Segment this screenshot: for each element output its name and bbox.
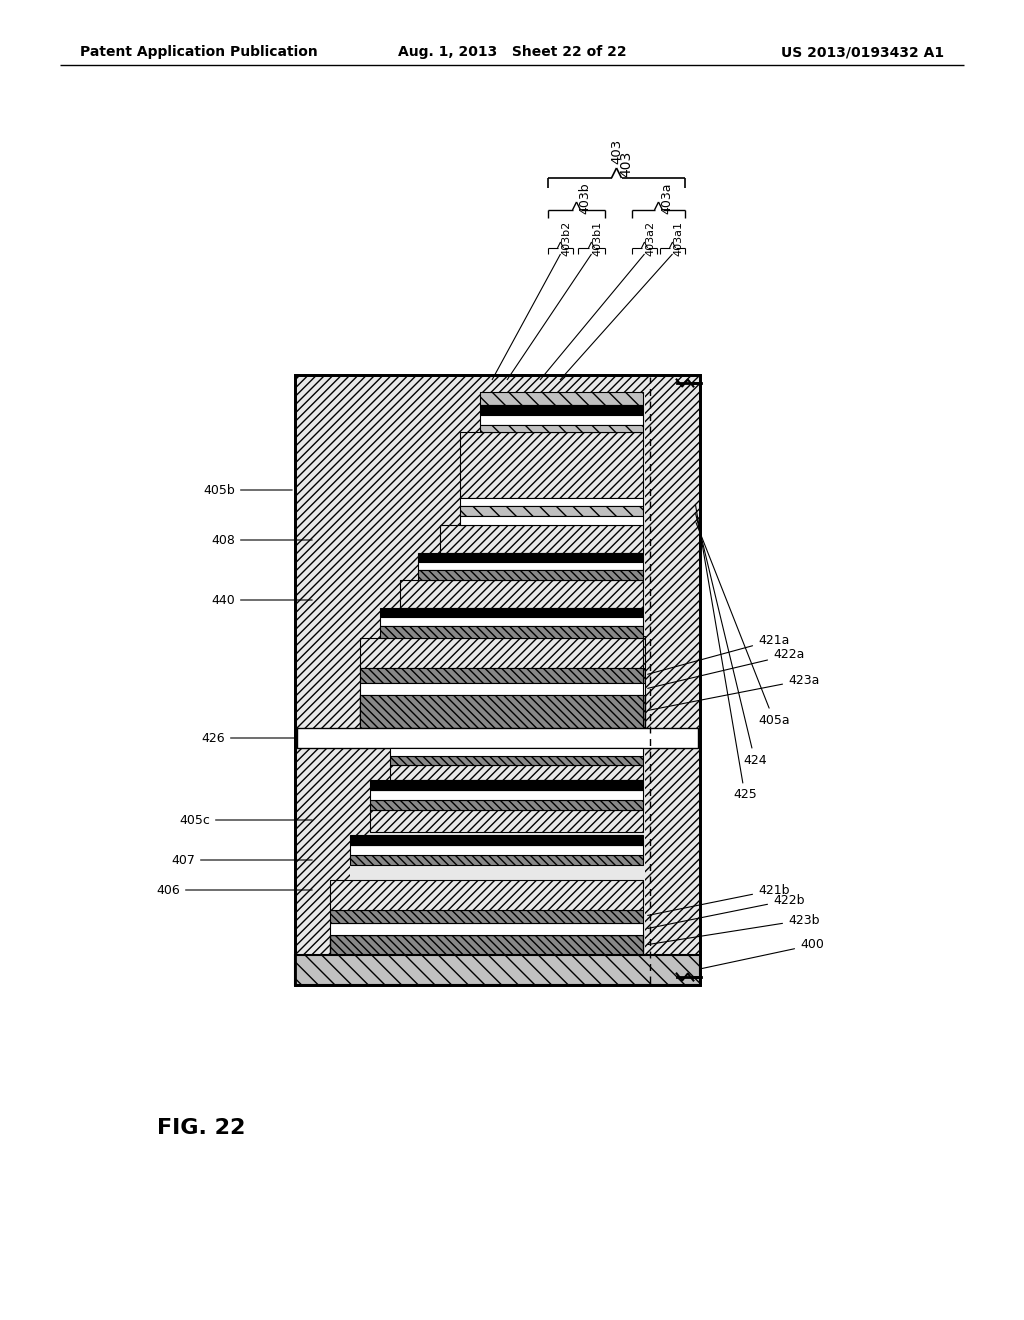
Polygon shape <box>360 668 645 682</box>
Bar <box>360 696 643 729</box>
Bar <box>460 506 643 516</box>
Bar <box>390 748 643 756</box>
Text: 403: 403 <box>610 139 623 164</box>
Text: 422b: 422b <box>648 894 805 928</box>
Text: 423a: 423a <box>648 673 819 710</box>
Bar <box>297 729 698 748</box>
Text: 403b: 403b <box>579 182 592 214</box>
Text: 405c: 405c <box>179 813 312 826</box>
Text: 426: 426 <box>202 731 312 744</box>
Bar <box>480 392 643 405</box>
Bar <box>330 935 643 954</box>
Text: 403: 403 <box>620 150 634 177</box>
Text: Aug. 1, 2013   Sheet 22 of 22: Aug. 1, 2013 Sheet 22 of 22 <box>397 45 627 59</box>
Text: 421b: 421b <box>648 883 790 916</box>
Text: 403b2: 403b2 <box>561 220 571 256</box>
Bar <box>418 570 643 579</box>
Text: FIG. 22: FIG. 22 <box>157 1118 246 1138</box>
Bar <box>360 638 643 668</box>
Bar <box>390 766 643 780</box>
Text: 400: 400 <box>697 939 824 969</box>
Bar <box>370 810 643 832</box>
Text: 403a: 403a <box>660 182 674 214</box>
Text: 424: 424 <box>695 513 767 767</box>
Bar <box>380 616 643 626</box>
Text: 403a2: 403a2 <box>645 220 655 256</box>
Text: 403b1: 403b1 <box>593 220 602 256</box>
Bar <box>370 780 643 789</box>
Bar <box>460 516 643 525</box>
Bar <box>295 375 700 985</box>
Text: 408: 408 <box>211 533 312 546</box>
Text: 405b: 405b <box>203 483 292 496</box>
Text: 423b: 423b <box>648 913 819 945</box>
Text: Patent Application Publication: Patent Application Publication <box>80 45 317 59</box>
Bar <box>330 909 643 923</box>
Bar <box>418 553 643 562</box>
Text: 421a: 421a <box>648 634 790 675</box>
Bar <box>390 756 643 766</box>
Text: 425: 425 <box>695 504 757 801</box>
Bar <box>440 525 643 553</box>
Bar <box>460 432 643 498</box>
Bar <box>330 923 643 935</box>
Bar <box>480 414 643 425</box>
Polygon shape <box>360 392 645 729</box>
Bar <box>350 855 643 865</box>
Bar <box>380 636 645 668</box>
Text: 407: 407 <box>171 854 312 866</box>
Bar <box>400 579 643 609</box>
Polygon shape <box>330 748 645 954</box>
Text: 403a1: 403a1 <box>674 220 683 256</box>
Bar <box>380 626 643 638</box>
Polygon shape <box>360 682 645 696</box>
Bar <box>350 845 643 855</box>
Text: 405a: 405a <box>696 523 790 726</box>
Bar <box>380 609 643 616</box>
Bar <box>460 498 643 506</box>
Text: 406: 406 <box>157 883 312 896</box>
Bar <box>360 682 643 696</box>
Bar <box>350 836 643 845</box>
Bar <box>330 880 643 909</box>
Bar <box>295 375 700 985</box>
Text: 422a: 422a <box>648 648 805 688</box>
Bar <box>360 668 643 682</box>
Polygon shape <box>360 696 645 729</box>
Text: 440: 440 <box>211 594 312 606</box>
Bar <box>418 562 643 570</box>
Bar <box>370 789 643 800</box>
Text: US 2013/0193432 A1: US 2013/0193432 A1 <box>781 45 944 59</box>
Bar <box>295 954 700 985</box>
Bar <box>370 800 643 810</box>
Bar <box>480 405 643 414</box>
Bar <box>480 425 643 432</box>
